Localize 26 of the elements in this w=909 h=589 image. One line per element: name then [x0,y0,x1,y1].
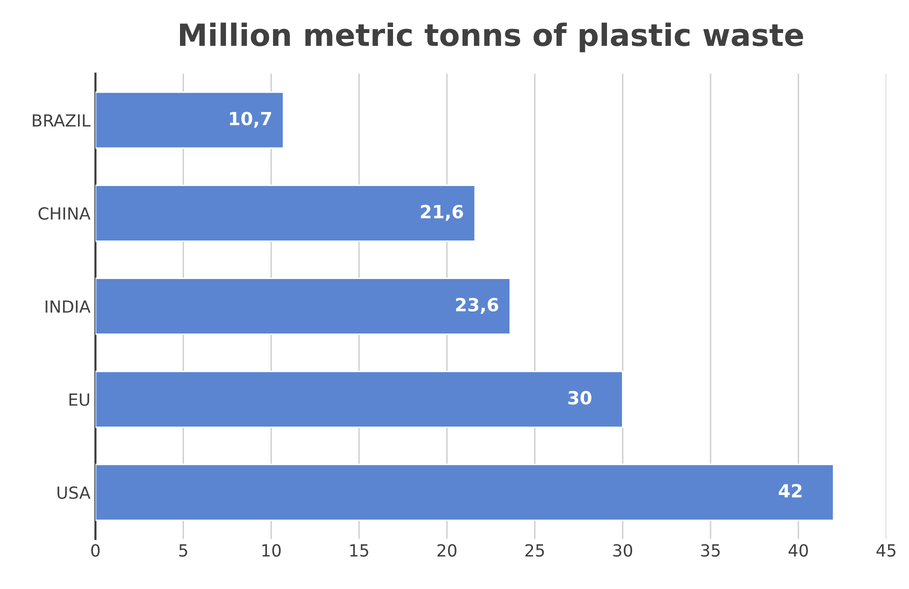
x-tick-label: 0 [91,544,100,557]
y-tick-label: USA [58,486,90,499]
bar [95,370,624,428]
x-tick-label: 10 [262,544,281,557]
y-tick-label: INDIA [46,300,90,313]
bar [95,92,284,149]
y-tick-label: BRAZIL [32,114,90,126]
data-label: 30 [568,390,592,405]
x-tick-label: 25 [525,544,544,557]
x-tick-label: 30 [613,544,632,557]
bar [95,464,834,522]
x-tick-label: 35 [701,544,720,557]
y-tick-label: EU [69,394,90,406]
data-label: 23,6 [456,298,498,314]
x-tick-label: 20 [438,544,456,557]
data-label: 21,6 [420,204,464,221]
chart-title: Million metric tonns of plastic waste [180,22,804,52]
x-tick-label: 45 [876,544,896,557]
data-label: 10,7 [230,112,272,128]
y-tick-label: CHINA [38,207,90,220]
bar [95,184,476,242]
x-tick-label: 40 [788,544,808,557]
x-tick-label: 5 [179,544,188,557]
bar [95,278,511,335]
data-label: 42 [778,484,802,498]
x-tick-label: 15 [350,544,368,557]
